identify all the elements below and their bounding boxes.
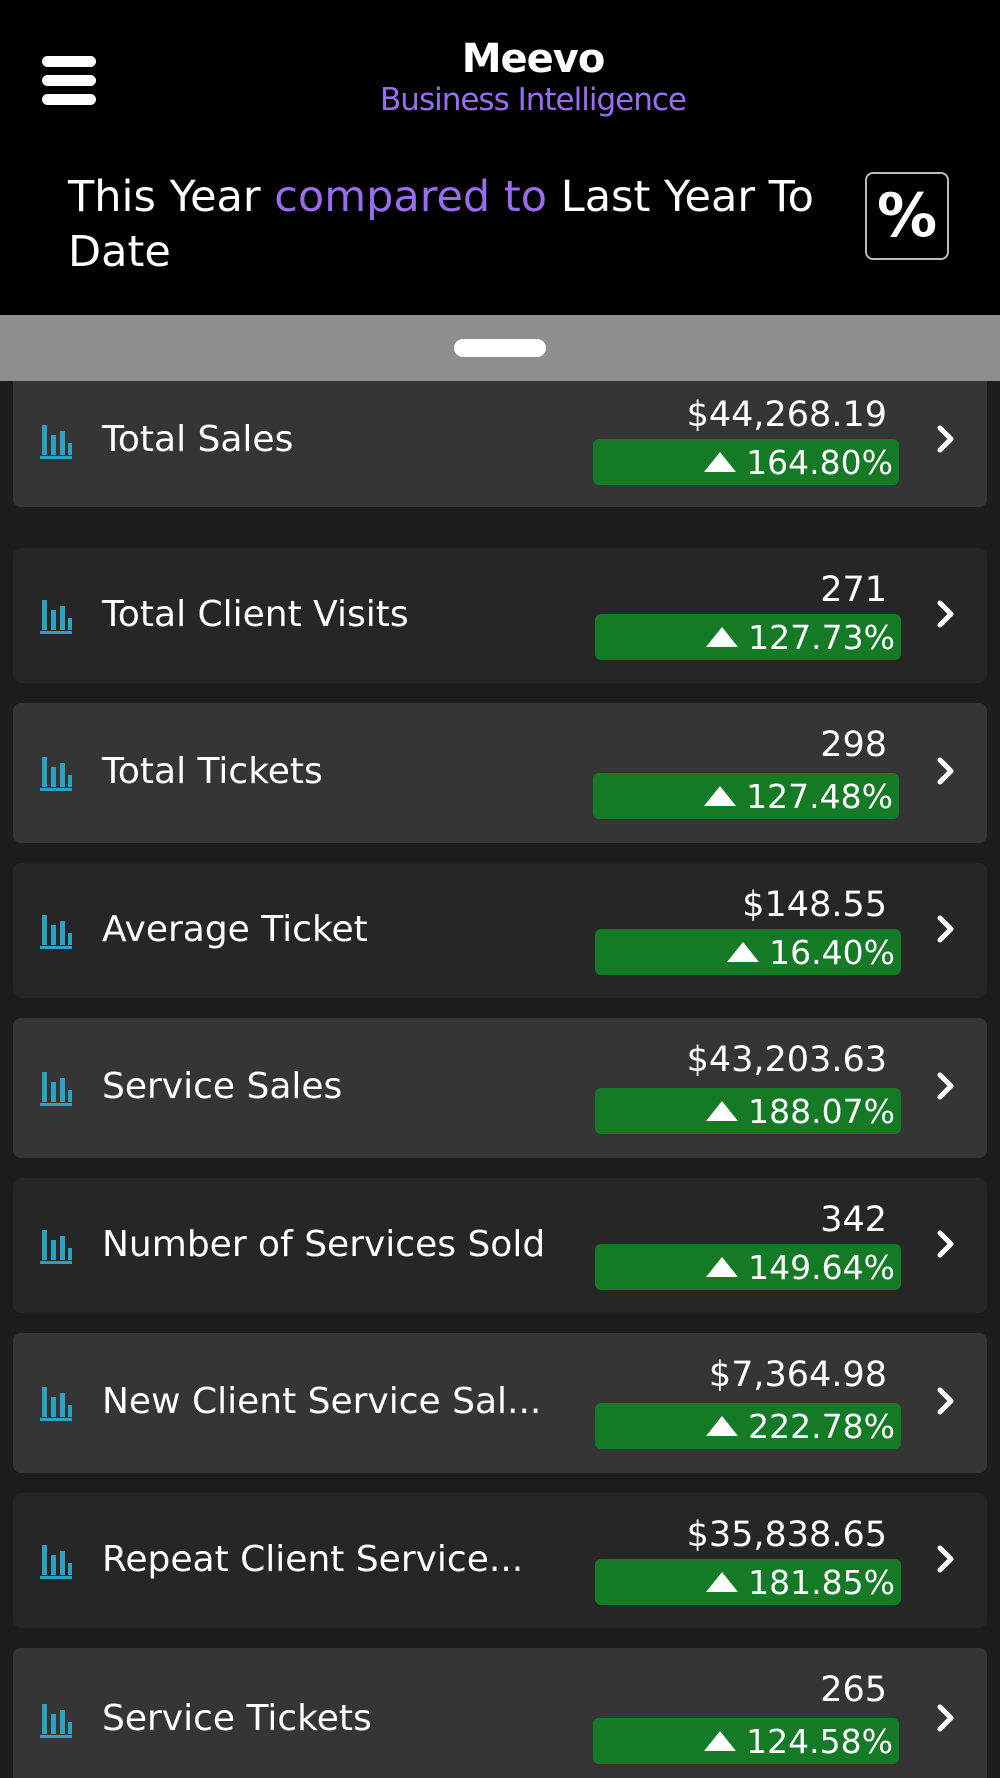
bar-chart-icon[interactable] xyxy=(40,1070,72,1106)
metric-label: Total Tickets xyxy=(102,751,323,792)
change-percent: 222.78% xyxy=(748,1406,895,1446)
metric-value: $35,838.65 xyxy=(686,1515,887,1555)
bar-chart-icon[interactable] xyxy=(40,1385,72,1421)
metric-card-total-client-visits[interactable]: Total Client Visits 271 127.73% xyxy=(13,548,987,683)
change-percent: 164.80% xyxy=(746,442,893,482)
bar-chart-icon[interactable] xyxy=(40,755,72,791)
bar-chart-icon[interactable] xyxy=(40,913,72,949)
metric-value: $43,203.63 xyxy=(686,1040,887,1080)
metric-label: Number of Services Sold xyxy=(102,1224,546,1265)
bar-chart-icon[interactable] xyxy=(40,1702,72,1738)
chevron-right-icon[interactable] xyxy=(935,914,957,944)
change-badge: 124.58% xyxy=(593,1718,899,1764)
bar-chart-icon[interactable] xyxy=(40,1543,72,1579)
triangle-up-icon xyxy=(704,1731,737,1751)
hamburger-menu-icon[interactable] xyxy=(42,56,96,106)
metric-label: Total Client Visits xyxy=(102,594,409,635)
metric-card-repeat-client-service-sales[interactable]: Repeat Client Service... $35,838.65 181.… xyxy=(13,1493,987,1628)
metric-value: 342 xyxy=(820,1200,887,1240)
title-accent: compared to xyxy=(274,172,548,222)
triangle-up-icon xyxy=(704,786,737,806)
drag-handle[interactable] xyxy=(454,339,546,357)
change-badge: 164.80% xyxy=(593,439,899,485)
metric-card-total-sales[interactable]: Total Sales $44,268.19 164.80% xyxy=(13,381,987,507)
triangle-up-icon xyxy=(706,627,739,647)
chevron-right-icon[interactable] xyxy=(935,599,957,629)
metric-value: 298 xyxy=(820,725,887,765)
change-percent: 188.07% xyxy=(748,1091,895,1131)
percent-toggle-button[interactable]: % xyxy=(865,172,949,260)
metric-value: $7,364.98 xyxy=(708,1355,887,1395)
bar-chart-icon[interactable] xyxy=(40,423,72,459)
chevron-right-icon[interactable] xyxy=(935,1071,957,1101)
metric-label: Service Sales xyxy=(102,1066,343,1107)
triangle-up-icon xyxy=(706,1257,739,1277)
triangle-up-icon xyxy=(706,1101,739,1121)
change-badge: 16.40% xyxy=(595,929,901,975)
metric-value: $44,268.19 xyxy=(686,395,887,435)
change-badge: 181.85% xyxy=(595,1559,901,1605)
metric-label: Average Ticket xyxy=(102,909,368,950)
triangle-up-icon xyxy=(727,942,760,962)
change-percent: 127.48% xyxy=(746,776,893,816)
bar-chart-icon[interactable] xyxy=(40,1228,72,1264)
change-badge: 127.48% xyxy=(593,773,899,819)
metric-label: Repeat Client Service... xyxy=(102,1539,524,1580)
title-part-1: This Year xyxy=(68,172,275,222)
metric-value: 271 xyxy=(820,570,887,610)
logo-subtitle: Business Intelligence xyxy=(380,82,687,118)
triangle-up-icon xyxy=(704,452,737,472)
metric-card-number-of-services-sold[interactable]: Number of Services Sold 342 149.64% xyxy=(13,1178,987,1313)
triangle-up-icon xyxy=(706,1572,739,1592)
metrics-list: Total Sales $44,268.19 164.80% Total Cli… xyxy=(0,381,1000,1778)
change-percent: 124.58% xyxy=(746,1721,893,1761)
change-percent: 16.40% xyxy=(769,932,895,972)
metric-label: Total Sales xyxy=(102,419,294,460)
change-badge: 222.78% xyxy=(595,1403,901,1449)
change-badge: 127.73% xyxy=(595,614,901,660)
change-percent: 149.64% xyxy=(748,1247,895,1287)
metric-card-service-sales[interactable]: Service Sales $43,203.63 188.07% xyxy=(13,1018,987,1158)
chevron-right-icon[interactable] xyxy=(935,1703,957,1733)
drawer-drag-bar[interactable] xyxy=(0,315,1000,381)
chevron-right-icon[interactable] xyxy=(935,756,957,786)
metric-label: New Client Service Sal... xyxy=(102,1381,542,1422)
metric-value: $148.55 xyxy=(742,885,887,925)
app-logo: Meevo Business Intelligence xyxy=(300,36,766,118)
chevron-right-icon[interactable] xyxy=(935,1544,957,1574)
metric-card-average-ticket[interactable]: Average Ticket $148.55 16.40% xyxy=(13,863,987,998)
change-badge: 149.64% xyxy=(595,1244,901,1290)
logo-name: Meevo xyxy=(461,36,606,82)
comparison-title: This Year compared to Last Year To Date xyxy=(68,170,838,280)
metric-card-new-client-service-sales[interactable]: New Client Service Sal... $7,364.98 222.… xyxy=(13,1333,987,1473)
triangle-up-icon xyxy=(706,1416,739,1436)
change-percent: 181.85% xyxy=(748,1562,895,1602)
chevron-right-icon[interactable] xyxy=(935,424,957,454)
chevron-right-icon[interactable] xyxy=(935,1386,957,1416)
title-part-2: Last Year To Date xyxy=(68,172,814,277)
app-header: Meevo Business Intelligence This Year co… xyxy=(0,0,1000,315)
metric-value: 265 xyxy=(820,1670,887,1710)
metric-label: Service Tickets xyxy=(102,1698,372,1739)
change-badge: 188.07% xyxy=(595,1088,901,1134)
metric-card-service-tickets[interactable]: Service Tickets 265 124.58% xyxy=(13,1648,987,1778)
bar-chart-icon[interactable] xyxy=(40,598,72,634)
metric-card-total-tickets[interactable]: Total Tickets 298 127.48% xyxy=(13,703,987,843)
chevron-right-icon[interactable] xyxy=(935,1229,957,1259)
change-percent: 127.73% xyxy=(748,617,895,657)
